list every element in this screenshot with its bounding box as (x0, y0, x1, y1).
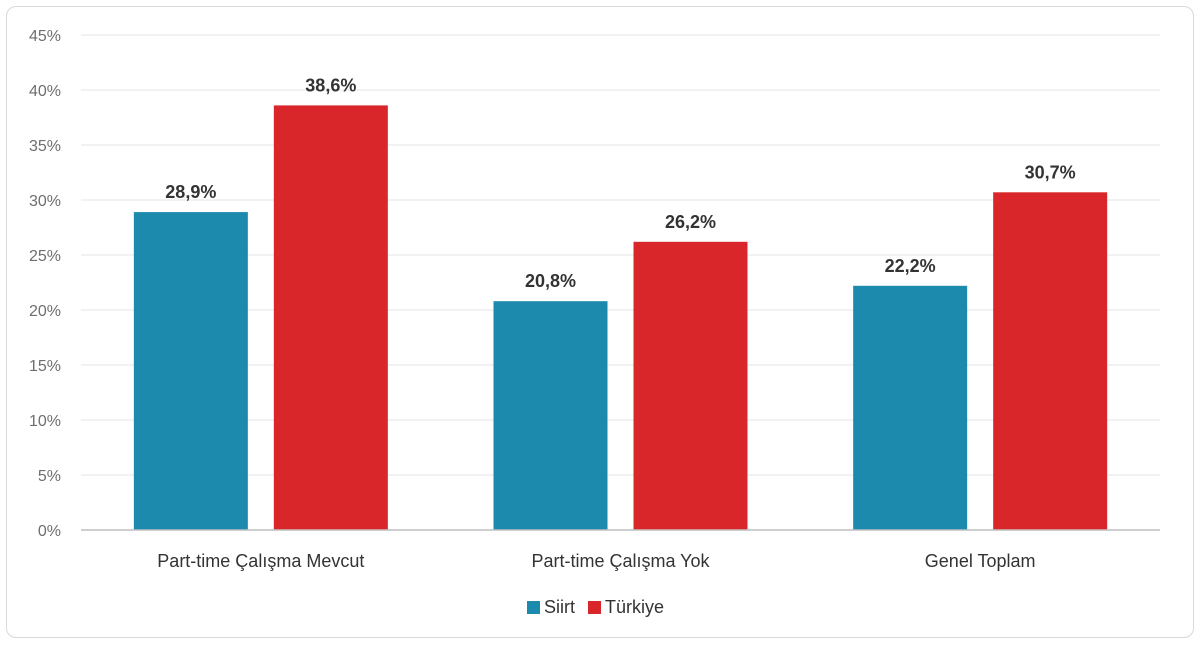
bar-siirt-3 (853, 285, 968, 530)
y-tick-label: 30% (29, 193, 61, 210)
y-tick-label: 5% (38, 468, 61, 485)
y-tick-label: 0% (38, 523, 61, 540)
category-label: Part-time Çalışma Mevcut (157, 551, 364, 571)
category-labels: Part-time Çalışma Mevcut Part-time Çalışm… (157, 551, 1035, 571)
data-labels: 28,9% 38,6% 20,8% 26,2% 22,2% 30,7% (165, 75, 1075, 291)
category-label: Genel Toplam (925, 551, 1036, 571)
data-label: 28,9% (165, 182, 216, 202)
y-tick-label: 20% (29, 303, 61, 320)
y-axis-ticks: 0% 5% 10% 15% 20% 25% 30% 35% 40% 45% (29, 28, 61, 540)
legend-swatch-türkiye (588, 601, 601, 614)
legend-label: Türkiye (605, 597, 664, 617)
y-tick-label: 10% (29, 413, 61, 430)
data-label: 20,8% (525, 271, 576, 291)
y-tick-label: 15% (29, 358, 61, 375)
y-tick-label: 25% (29, 248, 61, 265)
category-label: Part-time Çalışma Yok (531, 551, 710, 571)
bar-siirt-1 (133, 212, 248, 530)
legend-swatch-siirt (527, 601, 540, 614)
gridlines (81, 34, 1160, 476)
y-tick-label: 35% (29, 138, 61, 155)
legend: Siirt Türkiye (527, 597, 664, 617)
bar-türkiye-2 (633, 241, 748, 531)
y-tick-label: 40% (29, 83, 61, 100)
bars (133, 105, 1108, 531)
bar-türkiye-3 (993, 192, 1108, 531)
bar-türkiye-1 (273, 105, 388, 531)
data-label: 22,2% (885, 256, 936, 276)
data-label: 30,7% (1025, 162, 1076, 182)
data-label: 26,2% (665, 212, 716, 232)
bar-siirt-2 (493, 301, 608, 530)
data-label: 38,6% (305, 75, 356, 95)
y-tick-label: 45% (29, 28, 61, 45)
legend-label: Siirt (544, 597, 575, 617)
